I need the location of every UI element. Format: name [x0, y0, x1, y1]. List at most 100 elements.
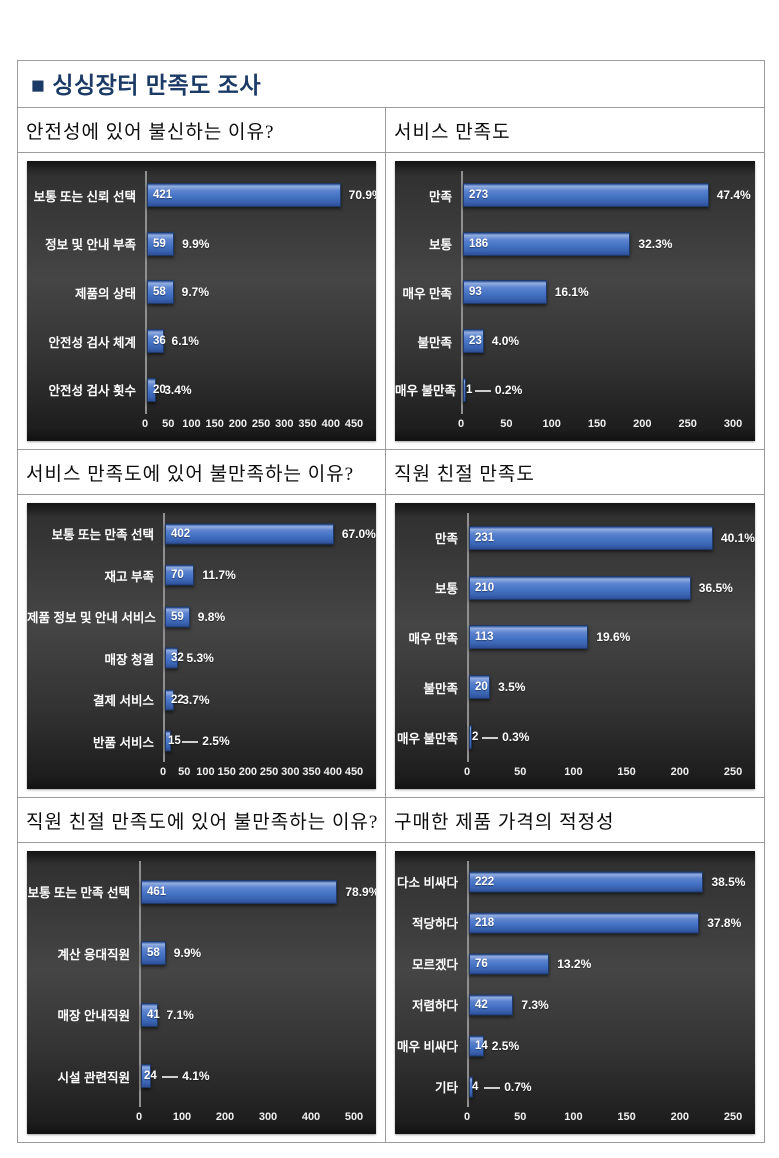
- x-axis-tick-label: 250: [678, 418, 697, 430]
- callout-leader-line: [484, 1086, 501, 1089]
- bar-track: 36 6.1%: [145, 316, 354, 366]
- bar-track: 76 13.2%: [467, 943, 733, 984]
- bar-row: 저렴하다 42 7.3%: [395, 984, 755, 1025]
- x-axis-ticks: 0 50 100 150 200 250: [463, 762, 742, 789]
- category-label: 매우 불만족: [397, 731, 458, 746]
- bar-percent-label: 37.8%: [707, 915, 742, 930]
- x-axis: 0 100 200 300 400 500: [27, 1107, 376, 1134]
- category-label: 보통 또는 신뢰 선택: [33, 189, 136, 204]
- bar-chart-service-satisfaction: 만족 273 47.4% 보통 186 32.3% 매우 만족 93 16.1% 불만족 23 4.0…: [395, 161, 756, 441]
- bar-value-label: 36: [153, 335, 166, 348]
- bar-track: 42 7.3%: [467, 984, 733, 1025]
- x-axis-tick-label: 200: [215, 1111, 235, 1123]
- x-axis-tick-label: 250: [251, 418, 271, 430]
- section-header-service-dissatisfaction-reasons: 서비스 만족도에 있어 불만족하는 이유?: [17, 449, 386, 495]
- bar-row: 보통 210 36.5%: [395, 562, 755, 613]
- x-axis-tick-label: 350: [298, 418, 317, 430]
- x-axis-tick-label: 250: [723, 766, 743, 778]
- x-axis-tick-label: 300: [275, 418, 294, 430]
- bar-row: 재고 부족 70 11.7%: [27, 554, 376, 596]
- data-bar: [469, 912, 700, 933]
- bar-chart-service-dissatisfaction-reasons: 보통 또는 만족 선택 402 67.0% 재고 부족 70 11.7% 제품 정보 및 안…: [27, 503, 376, 789]
- bar-row: 매우 불만족 2 0.3%: [395, 712, 755, 762]
- bar-track: 186 32.3%: [461, 219, 733, 269]
- section-title: 구매한 제품 가격의 적정성: [394, 811, 615, 833]
- bar-row: 시설 관련직원 24 4.1%: [27, 1045, 376, 1107]
- axis-spacer: [27, 1107, 139, 1134]
- bar-track: 93 16.1%: [461, 268, 733, 317]
- x-axis-tick-label: 150: [205, 418, 224, 430]
- bar-row: 불만족 20 3.5%: [395, 662, 755, 713]
- x-axis-tick-label: 300: [258, 1111, 278, 1123]
- category-label: 시설 관련직원: [57, 1070, 130, 1085]
- bar-percent-label: 0.3%: [502, 730, 530, 745]
- category-label: 반품 서비스: [93, 735, 154, 750]
- bar-track: 41 7.1%: [139, 984, 354, 1046]
- x-axis-tick-label: 400: [321, 418, 340, 430]
- chart-plot-area: 보통 또는 만족 선택 402 67.0% 재고 부족 70 11.7% 제품 정보 및 안…: [27, 503, 376, 762]
- category-label: 안전성 검사 횟수: [48, 384, 136, 399]
- bar-row: 불만족 23 4.0%: [395, 316, 755, 366]
- bar-percent-label: 6.1%: [171, 334, 199, 349]
- chart-cell-service-dissatisfaction-reasons: 보통 또는 만족 선택 402 67.0% 재고 부족 70 11.7% 제품 정보 및 안…: [17, 494, 386, 798]
- callout-leader-line: [162, 1076, 179, 1079]
- chart-plot-area: 보통 또는 신뢰 선택 421 70.9% 정보 및 안내 부족 59 9.9% 제품의 상…: [27, 161, 376, 414]
- x-axis-tick-label: 150: [217, 766, 236, 778]
- bar-percent-label: 3.7%: [182, 692, 210, 707]
- data-bar: [141, 1002, 159, 1027]
- section-header-price-appropriateness: 구매한 제품 가격의 적정성: [384, 797, 766, 843]
- bar-value-label: 421: [153, 189, 173, 202]
- bar-value-label: 1: [466, 383, 473, 396]
- chart-cell-price-appropriateness: 다소 비싸다 222 38.5% 적당하다 218 37.8% 모르겠다 76 13.2% 저렴하…: [384, 842, 766, 1143]
- bar-track: 231 40.1%: [467, 513, 755, 563]
- data-bar: [147, 280, 174, 305]
- bar-value-label: 15: [168, 735, 181, 748]
- bar-percent-label: 5.3%: [186, 651, 214, 666]
- bar-value-label: 186: [469, 237, 489, 250]
- bar-row: 매우 불만족 1 0.2%: [395, 365, 755, 414]
- bar-row: 기타 4 0.7%: [395, 1066, 755, 1107]
- bar-percent-label: 0.2%: [494, 382, 523, 397]
- category-label: 매우 만족: [402, 286, 452, 301]
- data-bar: [147, 231, 175, 256]
- section-header-safety-distrust: 안전성에 있어 불신하는 이유?: [17, 107, 386, 153]
- category-label: 보통 또는 만족 선택: [51, 528, 154, 543]
- category-label: 재고 부족: [104, 569, 154, 584]
- x-axis-ticks: 0 50 100 150 200 250 300: [458, 414, 742, 441]
- x-axis-tick-label: 200: [633, 418, 652, 430]
- bar-row: 매장 청결 32 5.3%: [27, 637, 376, 679]
- x-axis-tick-label: 100: [542, 418, 561, 430]
- bar-value-label: 58: [147, 947, 160, 960]
- bar-value-label: 461: [147, 885, 167, 898]
- bar-track: 58 9.9%: [139, 922, 354, 984]
- bar-chart-staff-kindness: 만족 231 40.1% 보통 210 36.5% 매우 만족 113 19.6% 불만족 20 3.…: [395, 503, 756, 789]
- x-axis-ticks: 0 100 200 300 400 500: [136, 1107, 363, 1134]
- category-label: 적당하다: [411, 917, 458, 931]
- bar-row: 보통 186 32.3%: [395, 219, 755, 269]
- x-axis-tick-label: 100: [196, 766, 215, 778]
- bar-percent-label: 11.7%: [202, 568, 236, 583]
- data-bar: [165, 647, 179, 669]
- category-label: 불만족: [423, 681, 458, 696]
- x-axis-tick-label: 150: [617, 766, 636, 778]
- bar-track: 58 9.7%: [145, 268, 354, 317]
- survey-report-sheet: ■ 싱싱장터 만족도 조사 안전성에 있어 불신하는 이유? 서비스 만족도 보…: [16, 60, 766, 1143]
- x-axis-tick-label: 150: [587, 418, 607, 430]
- section-title: 안전성에 있어 불신하는 이유?: [26, 121, 275, 143]
- x-axis-tick-label: 50: [514, 1111, 527, 1123]
- report-title-cell: ■ 싱싱장터 만족도 조사: [16, 60, 766, 108]
- section-header-service-satisfaction: 서비스 만족도: [384, 107, 766, 153]
- bar-track: 402 67.0%: [163, 513, 376, 555]
- data-bar: [165, 606, 190, 628]
- x-axis-tick-label: 50: [162, 418, 175, 430]
- data-bar: [141, 941, 166, 966]
- category-label: 매장 청결: [104, 652, 154, 667]
- bar-value-label: 24: [144, 1070, 157, 1083]
- bar-track: 461 78.9%: [139, 861, 376, 923]
- x-axis-ticks: 0 50 100 150 200 250 300 350 400 450: [142, 414, 363, 441]
- section-title: 서비스 만족도에 있어 불만족하는 이유?: [26, 463, 355, 485]
- x-axis-tick-label: 0: [463, 766, 471, 778]
- bar-percent-label: 2.5%: [202, 734, 230, 749]
- data-bar: [147, 183, 341, 208]
- bar-chart-safety-distrust: 보통 또는 신뢰 선택 421 70.9% 정보 및 안내 부족 59 9.9% 제품의 상…: [27, 161, 376, 441]
